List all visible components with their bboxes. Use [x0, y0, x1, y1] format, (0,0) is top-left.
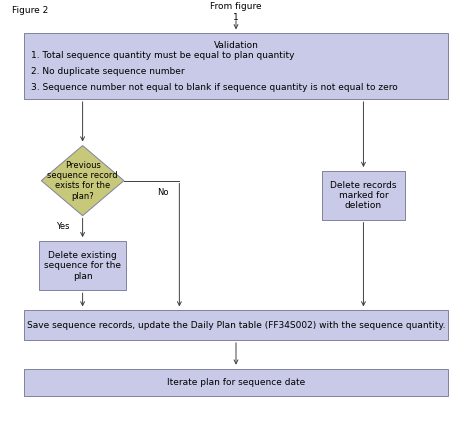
Text: Yes: Yes	[56, 221, 69, 231]
Text: 2. No duplicate sequence number: 2. No duplicate sequence number	[31, 67, 184, 76]
FancyBboxPatch shape	[322, 171, 405, 220]
Text: Validation: Validation	[213, 41, 259, 50]
Text: 3. Sequence number not equal to blank if sequence quantity is not equal to zero: 3. Sequence number not equal to blank if…	[31, 83, 397, 92]
FancyBboxPatch shape	[24, 369, 448, 396]
Text: Delete existing
sequence for the
plan: Delete existing sequence for the plan	[44, 251, 121, 280]
Text: 1. Total sequence quantity must be equal to plan quantity: 1. Total sequence quantity must be equal…	[31, 51, 294, 60]
Text: From figure
1: From figure 1	[210, 2, 262, 22]
Text: Iterate plan for sequence date: Iterate plan for sequence date	[167, 378, 305, 387]
FancyBboxPatch shape	[39, 241, 126, 290]
Polygon shape	[42, 145, 124, 216]
Text: Figure 2: Figure 2	[12, 6, 48, 15]
FancyBboxPatch shape	[24, 33, 448, 99]
Text: No: No	[157, 188, 169, 197]
Text: Save sequence records, update the Daily Plan table (FF34S002) with the sequence : Save sequence records, update the Daily …	[27, 320, 445, 330]
Text: Delete records
marked for
deletion: Delete records marked for deletion	[330, 181, 396, 210]
Text: Previous
sequence record
exists for the
plan?: Previous sequence record exists for the …	[47, 161, 118, 201]
FancyBboxPatch shape	[24, 310, 448, 340]
